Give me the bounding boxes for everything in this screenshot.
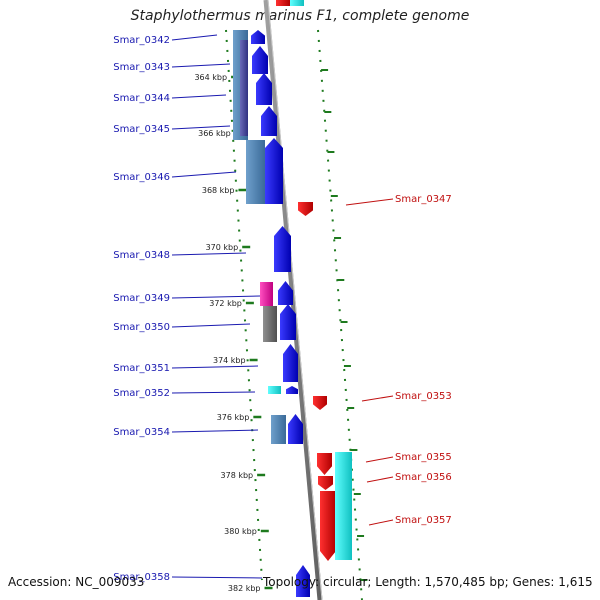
label-connector (171, 365, 259, 369)
label-connector (171, 576, 263, 579)
map-title: Staphylothermus marinus F1, complete gen… (130, 8, 470, 24)
gene-label-left: Smar_0342 (113, 35, 170, 46)
label-connector (171, 34, 218, 41)
position-tick-label: 382 kbp (228, 584, 261, 593)
cds-arrow-forward (265, 138, 283, 204)
cds-arrow-forward (283, 344, 298, 382)
gene-label-right: Smar_0347 (395, 194, 452, 205)
cog-block (263, 306, 277, 342)
position-tick-label: 378 kbp (221, 471, 254, 480)
label-connector (366, 476, 394, 483)
cog-block (290, 0, 304, 6)
label-connector (365, 456, 394, 463)
position-tick-label: 380 kbp (224, 527, 257, 536)
gene-label-right: Smar_0356 (395, 472, 452, 483)
gene-label-left: Smar_0354 (113, 427, 170, 438)
gene-label-right: Smar_0355 (395, 452, 452, 463)
cds-arrow-forward (286, 386, 298, 394)
position-tick-label: 364 kbp (194, 73, 227, 82)
label-connector (171, 252, 247, 256)
gene-label-left: Smar_0346 (113, 172, 170, 183)
cds-arrow-forward (296, 565, 310, 597)
gene-label-left: Smar_0344 (113, 93, 170, 104)
position-tick-label: 372 kbp (209, 299, 242, 308)
cds-arrow-forward (288, 414, 303, 444)
label-connector (368, 519, 394, 526)
cog-block (260, 282, 273, 306)
cds-arrow-reverse (313, 396, 327, 410)
cog-block (246, 140, 265, 204)
gene-label-left: Smar_0352 (113, 388, 170, 399)
gene-label-left: Smar_0351 (113, 363, 170, 374)
position-tick-label: 374 kbp (213, 356, 246, 365)
cog-block (268, 386, 281, 394)
cog-block (240, 40, 248, 136)
cds-arrow-forward (280, 304, 296, 340)
cds-arrow-forward (251, 30, 265, 44)
label-connector (171, 125, 231, 130)
backbone-highlight (267, 0, 323, 600)
label-connector (361, 395, 394, 402)
position-tick-label: 370 kbp (206, 243, 239, 252)
label-connector (171, 171, 237, 178)
cds-arrow-reverse (298, 202, 313, 216)
label-connector (171, 94, 227, 99)
cog-block (335, 452, 352, 560)
label-connector (171, 429, 259, 433)
cds-arrow-reverse (317, 453, 332, 475)
position-tick-label: 366 kbp (198, 129, 231, 138)
position-tick-label: 376 kbp (217, 413, 250, 422)
cds-arrow-reverse (276, 0, 290, 6)
cds-arrow-forward (261, 106, 277, 136)
cds-arrow-forward (252, 46, 268, 74)
label-connector (171, 63, 231, 68)
gene-label-right: Smar_0353 (395, 391, 452, 402)
gene-label-left: Smar_0348 (113, 250, 170, 261)
cds-arrow-forward (256, 73, 272, 105)
gene-label-left: Smar_0345 (113, 124, 170, 135)
position-tick-label: 368 kbp (202, 186, 235, 195)
label-connector (171, 323, 251, 328)
cds-arrow-reverse (320, 491, 336, 561)
gene-label-left: Smar_0349 (113, 293, 170, 304)
topology-info: Topology: circular; Length: 1,570,485 bp… (263, 575, 593, 589)
gene-label-left: Smar_0350 (113, 322, 170, 333)
label-connector (171, 391, 256, 394)
inner-guide-line (225, 29, 263, 581)
cds-arrow-forward (274, 226, 291, 272)
gene-label-left: Smar_0358 (113, 572, 170, 583)
gene-label-right: Smar_0357 (395, 515, 452, 526)
label-connector (345, 198, 394, 206)
cds-arrow-reverse (318, 476, 333, 490)
cds-arrow-forward (278, 281, 293, 305)
cog-block (271, 415, 286, 444)
label-connector (171, 295, 261, 299)
accession-label: Accession: NC_009033 (8, 575, 145, 589)
gene-label-left: Smar_0343 (113, 62, 170, 73)
